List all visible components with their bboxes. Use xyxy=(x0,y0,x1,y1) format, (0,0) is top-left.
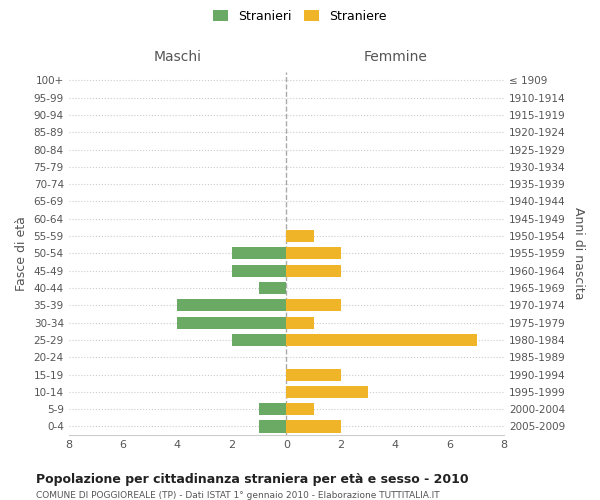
Bar xyxy=(259,403,286,415)
Y-axis label: Anni di nascita: Anni di nascita xyxy=(572,207,585,300)
Bar xyxy=(286,386,368,398)
Text: COMUNE DI POGGIOREALE (TP) - Dati ISTAT 1° gennaio 2010 - Elaborazione TUTTITALI: COMUNE DI POGGIOREALE (TP) - Dati ISTAT … xyxy=(36,491,440,500)
Bar xyxy=(286,403,314,415)
Bar xyxy=(232,248,286,260)
Text: Popolazione per cittadinanza straniera per età e sesso - 2010: Popolazione per cittadinanza straniera p… xyxy=(36,472,469,486)
Bar xyxy=(259,282,286,294)
Bar xyxy=(286,334,477,346)
Bar xyxy=(286,248,341,260)
Bar xyxy=(232,334,286,346)
Text: Maschi: Maschi xyxy=(154,50,202,64)
Bar xyxy=(286,230,314,242)
Bar xyxy=(259,420,286,432)
Bar xyxy=(232,264,286,277)
Text: Femmine: Femmine xyxy=(363,50,427,64)
Bar xyxy=(286,264,341,277)
Bar xyxy=(178,316,286,328)
Y-axis label: Fasce di età: Fasce di età xyxy=(15,216,28,291)
Bar xyxy=(286,420,341,432)
Legend: Stranieri, Straniere: Stranieri, Straniere xyxy=(209,6,391,26)
Bar xyxy=(286,300,341,312)
Bar xyxy=(286,316,314,328)
Bar xyxy=(286,368,341,380)
Bar xyxy=(178,300,286,312)
